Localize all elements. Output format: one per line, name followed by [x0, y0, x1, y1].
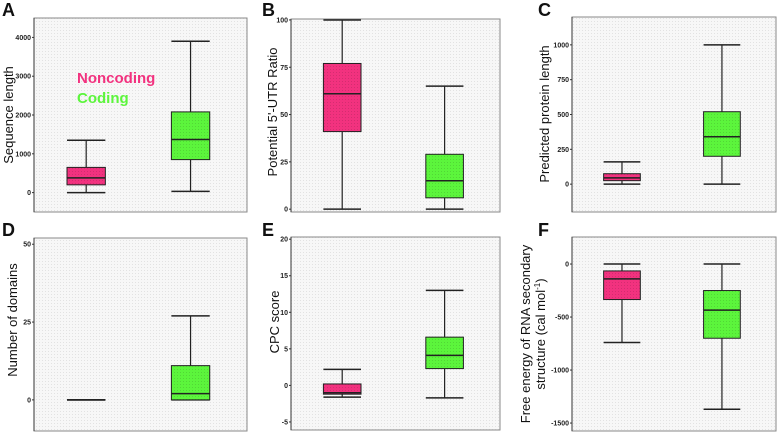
panel-letter: A: [2, 0, 15, 20]
y-tick-label: -500: [555, 315, 569, 322]
y-tick-label: 50: [23, 242, 31, 249]
box-coding: [425, 289, 464, 399]
iqr-box-texture: [425, 154, 464, 198]
y-tick-label: 0: [284, 207, 288, 214]
box-noncoding: [603, 263, 641, 344]
iqr-box-texture: [323, 63, 362, 132]
y-tick-label: 750: [557, 77, 569, 84]
panel-letter: D: [2, 220, 15, 240]
y-tick-label: 500: [557, 112, 569, 119]
iqr-box-texture: [703, 290, 741, 339]
y-tick-label: 100: [276, 17, 288, 24]
box-coding: [425, 85, 464, 210]
panel-b: B 0 25 50 75 100 Potential 5'-UTR Ratio: [262, 0, 501, 214]
box-coding: [170, 40, 211, 193]
iqr-box-texture: [171, 111, 210, 160]
box-coding: [170, 315, 211, 401]
y-tick-label: 25: [280, 159, 288, 166]
plot-frame: [571, 236, 777, 432]
panel-d: D 0 25 50 Number of domains: [2, 220, 248, 432]
box-noncoding: [322, 368, 362, 398]
legend-noncoding: Noncoding: [77, 70, 155, 87]
y-tick-label: 0: [565, 182, 569, 189]
y-tick-label: 0: [27, 190, 31, 197]
plot-frame: [571, 16, 777, 213]
y-tick-label: 25: [23, 320, 31, 327]
box-noncoding: [322, 19, 362, 210]
iqr-box-texture: [425, 337, 464, 369]
y-tick-label: 1000: [553, 42, 569, 49]
y-tick-label: -1000: [551, 368, 569, 375]
y-tick-label: 2000: [15, 113, 31, 120]
box-noncoding: [603, 161, 641, 185]
y-tick-label: 75: [280, 65, 288, 72]
y-tick-label: 4000: [15, 35, 31, 42]
y-axis-label: Sequence length: [1, 66, 16, 164]
iqr-box-texture: [67, 167, 106, 185]
panel-f: F -1500 -1000 -500 0 Free energy of RNA secon…: [518, 220, 777, 432]
iqr-box-texture: [323, 383, 362, 395]
panel-letter: C: [538, 0, 551, 20]
y-tick-label: 1000: [15, 151, 31, 158]
y-axis-label: Potential 5'-UTR Ratio: [265, 48, 280, 177]
y-axis-label: Predicted protein length: [537, 45, 552, 182]
iqr-box-texture: [171, 365, 210, 400]
y-tick-label: 0: [565, 262, 569, 269]
y-tick-label: 15: [280, 273, 288, 280]
box-coding: [703, 44, 741, 185]
y-tick-label: -5: [282, 419, 288, 426]
y-axis-label: CPC score: [267, 291, 282, 354]
y-tick-label: 10: [280, 310, 288, 317]
plot-frame: [33, 237, 248, 432]
panel-a: A 0 1000 2000 3000 4000 Sequence length: [1, 0, 248, 213]
box-coding: [703, 263, 741, 411]
iqr-box-texture: [703, 111, 741, 157]
panel-e: E -5 0 5 10 15 20 CPC score: [262, 220, 501, 431]
y-axis-label: Number of domains: [5, 263, 20, 377]
iqr-box-texture: [603, 270, 641, 300]
legend-coding: Coding: [77, 90, 129, 107]
y-tick-label: 0: [27, 397, 31, 404]
plot-frame: [290, 18, 501, 213]
y-tick-label: 0: [284, 383, 288, 390]
y-tick-label: 5: [284, 346, 288, 353]
panel-letter: E: [262, 220, 274, 240]
panel-letter: F: [538, 220, 549, 240]
y-tick-label: -1500: [551, 421, 569, 428]
y-tick-label: 50: [280, 112, 288, 119]
plot-frame: [290, 236, 501, 431]
y-tick-label: 20: [280, 237, 288, 244]
y-axis-label-line2: structure (cal mol-1): [533, 278, 548, 389]
y-tick-label: 3000: [15, 74, 31, 81]
y-axis-label: Free energy of RNA secondary: [518, 244, 533, 423]
legend: Noncoding Coding: [77, 70, 155, 107]
y-tick-label: 250: [557, 147, 569, 154]
panel-letter: B: [262, 0, 275, 20]
plot-frame: [33, 17, 248, 213]
box-noncoding: [66, 139, 106, 194]
